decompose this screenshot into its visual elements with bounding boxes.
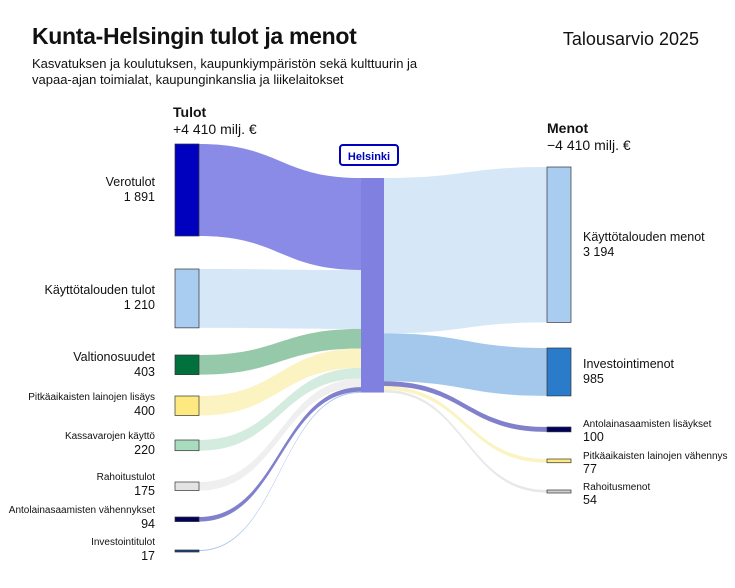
center-node-helsinki [361, 178, 384, 393]
expense-node-rahoitusmenot [546, 489, 572, 494]
income-flow-pitkaaikaisten-lainojen-lisays [199, 348, 361, 416]
income-label: Antolainasaamisten vähennykset [8, 505, 155, 517]
income-node-pitkaaikaisten-lainojen-lisays [174, 395, 200, 416]
income-value: 175 [134, 484, 155, 499]
expense-node-pitkaaikaisten-lainojen-vahennys [546, 458, 572, 464]
income-flow-kassavarojen-kaytto [199, 367, 361, 451]
income-flow-valtionosuudet [199, 328, 361, 375]
income-label: Rahoitustulot [96, 472, 155, 484]
income-flow-rahoitustulot [199, 378, 361, 491]
expense-node-antolainasaamisten-lisaykset [546, 426, 572, 433]
expense-value: 985 [583, 371, 604, 386]
income-flow-verotulot [199, 144, 361, 270]
income-flow-antolainasaamisten-vahennykset [199, 387, 361, 522]
income-node-investointitulot [174, 549, 200, 553]
expense-value: 3 194 [583, 244, 615, 259]
income-node-antolainasaamisten-vahennykset [174, 516, 200, 522]
expense-flow-investointimenot [384, 333, 547, 396]
income-node-kassavarojen-kaytto [174, 439, 200, 452]
income-value: 220 [134, 443, 155, 458]
income-node-verotulot [174, 143, 200, 237]
budget-label: Talousarvio 2025 [562, 29, 699, 49]
expense-flow-rahoitusmenot [384, 389, 547, 493]
expense-value: 100 [583, 430, 604, 444]
expense-label: Rahoitusmenot [583, 482, 651, 493]
expense-flow-pitkaaikaisten-lainojen-vahennys [384, 386, 547, 463]
income-value: 94 [141, 517, 155, 532]
expense-label: Investointimenot [583, 356, 675, 371]
expense-value: 54 [583, 493, 597, 507]
income-value: 403 [134, 364, 155, 379]
income-label: Pitkäaikaisten lainojen lisäys [28, 391, 155, 403]
income-label: Investointitulot [91, 537, 155, 548]
expense-value: 77 [583, 462, 597, 476]
income-label: Kassavarojen käyttö [64, 431, 155, 443]
income-node-kayttotalouden-tulot [174, 268, 200, 329]
expense-label: Antolainasaamisten lisäykset [583, 419, 712, 430]
page-title: Kunta-Helsingin tulot ja menot [32, 23, 357, 49]
expense-label: Pitkäaikaisten lainojen vähennys [583, 451, 728, 462]
expense-node-kayttotalouden-menot [546, 166, 572, 323]
income-value: 17 [141, 549, 155, 563]
income-label: Käyttötalouden tulot [44, 283, 156, 298]
income-header-total: +4 410 milj. € [173, 121, 257, 137]
expense-header-total: −4 410 milj. € [547, 137, 631, 153]
income-label: Valtionosuudet [73, 349, 155, 364]
income-value: 400 [134, 403, 155, 418]
income-value: 1 210 [123, 298, 155, 313]
page-subtitle: Kasvatuksen ja koulutuksen, kaupunkiympä… [32, 56, 418, 87]
income-node-rahoitustulot [174, 481, 200, 491]
income-flow-investointitulot [199, 391, 361, 551]
income-label: Verotulot [105, 174, 155, 189]
expense-flow-kayttotalouden-menot [384, 167, 547, 334]
helsinki-badge: Helsinki [339, 144, 399, 166]
income-node-valtionosuudet [174, 354, 200, 375]
income-flow-kayttotalouden-tulot [199, 269, 361, 329]
expense-node-investointimenot [546, 347, 572, 397]
expense-header-title: Menot [547, 120, 589, 136]
income-header-title: Tulot [173, 104, 207, 120]
expense-flow-antolainasaamisten-lisaykset [384, 381, 547, 432]
expense-label: Käyttötalouden menot [583, 229, 705, 244]
income-value: 1 891 [123, 189, 155, 204]
